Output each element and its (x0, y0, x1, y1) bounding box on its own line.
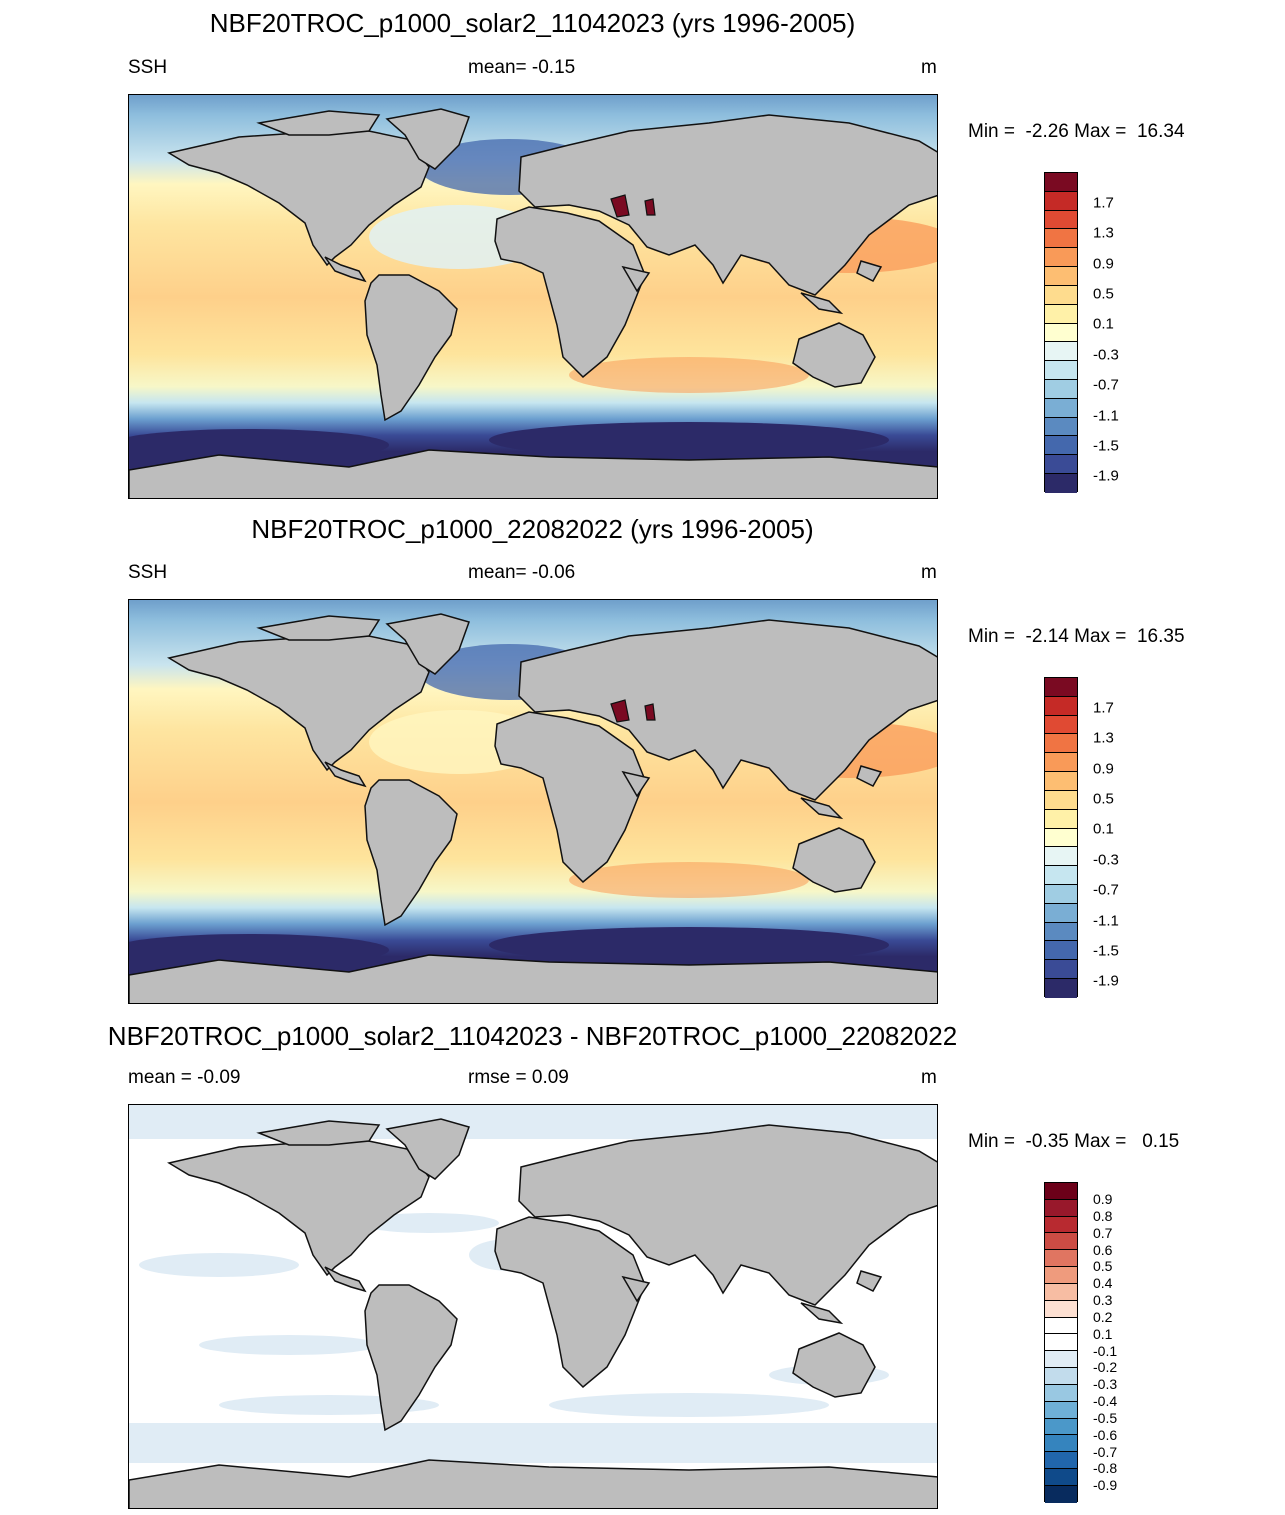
colorbar-tick-label: 0.2 (1093, 1309, 1113, 1325)
colorbar-tick-label: -0.8 (1093, 1460, 1118, 1476)
panel2-min-max: Min = -2.14 Max = 16.35 (968, 626, 1185, 647)
colorbar-tick-label: 0.8 (1093, 1208, 1113, 1224)
panel1-mean-label: mean= -0.15 (468, 57, 576, 78)
colorbar-tick-label: 0.6 (1093, 1242, 1113, 1258)
panel2-title: NBF20TROC_p1000_22082022 (yrs 1996-2005) (251, 514, 814, 544)
colorbar-tick-label: 1.3 (1093, 224, 1114, 242)
panel3-map (128, 1104, 938, 1509)
colorbar-tick-label: 0.7 (1093, 1225, 1113, 1241)
colorbar-tick-label: 0.9 (1093, 1191, 1113, 1207)
colorbar-tick-label: -0.3 (1093, 851, 1119, 869)
panel3-min-max: Min = -0.35 Max = 0.15 (968, 1131, 1180, 1152)
colorbar-tick-label: 0.1 (1093, 820, 1114, 838)
panel1-map (128, 94, 938, 499)
panel3-mean-label: mean = -0.09 (128, 1067, 241, 1088)
panel1-unit-label: m (921, 57, 937, 78)
panel3-title: NBF20TROC_p1000_solar2_11042023 - NBF20T… (107, 1021, 958, 1051)
panel1-variable-label: SSH (128, 57, 168, 78)
panel2-map (128, 599, 938, 1004)
panel2-colorbar (1044, 677, 1078, 998)
colorbar-tick-label: -0.2 (1093, 1359, 1118, 1375)
panel1-colorbar (1044, 172, 1078, 493)
panel2-variable-label: SSH (128, 562, 168, 583)
colorbar-tick-label: -0.7 (1093, 376, 1119, 394)
colorbar-tick-label: 0.1 (1093, 315, 1114, 333)
colorbar-tick-label: 0.4 (1093, 1275, 1113, 1291)
colorbar-tick-label: 0.3 (1093, 1292, 1113, 1308)
colorbar-tick-label: -0.4 (1093, 1393, 1118, 1409)
colorbar-tick-label: -0.7 (1093, 881, 1119, 899)
colorbar-tick-label: -1.9 (1093, 972, 1119, 990)
panel1-min-max: Min = -2.26 Max = 16.34 (968, 121, 1185, 142)
colorbar-tick-label: 0.1 (1093, 1326, 1113, 1342)
colorbar-tick-label: 0.5 (1093, 1258, 1113, 1274)
colorbar-tick-label: 1.7 (1093, 699, 1114, 717)
colorbar-tick-label: 0.9 (1093, 255, 1114, 273)
panel3-colorbar (1044, 1182, 1078, 1503)
colorbar-tick-label: 0.9 (1093, 760, 1114, 778)
colorbar-tick-label: 1.7 (1093, 194, 1114, 212)
colorbar-tick-label: -0.3 (1093, 1376, 1118, 1392)
colorbar-tick-label: -0.7 (1093, 1444, 1118, 1460)
colorbar-tick-label: 0.5 (1093, 790, 1114, 808)
panel1-title: NBF20TROC_p1000_solar2_11042023 (yrs 199… (209, 8, 856, 38)
colorbar-tick-label: 0.5 (1093, 285, 1114, 303)
panel2-unit-label: m (921, 562, 937, 583)
panel3-rmse-label: rmse = 0.09 (468, 1067, 569, 1088)
colorbar-tick-label: -1.1 (1093, 407, 1119, 425)
colorbar-tick-label: -0.9 (1093, 1477, 1118, 1493)
colorbar-tick-label: -0.1 (1093, 1343, 1118, 1359)
colorbar-tick-label: 1.3 (1093, 729, 1114, 747)
colorbar-tick-label: -1.5 (1093, 942, 1119, 960)
colorbar-tick-label: -0.5 (1093, 1410, 1118, 1426)
colorbar-tick-label: -1.9 (1093, 467, 1119, 485)
colorbar-tick-label: -0.3 (1093, 346, 1119, 364)
panel3-unit-label: m (921, 1067, 937, 1088)
panel2-mean-label: mean= -0.06 (468, 562, 576, 583)
colorbar-tick-label: -1.1 (1093, 912, 1119, 930)
colorbar-tick-label: -1.5 (1093, 437, 1119, 455)
colorbar-tick-label: -0.6 (1093, 1427, 1118, 1443)
